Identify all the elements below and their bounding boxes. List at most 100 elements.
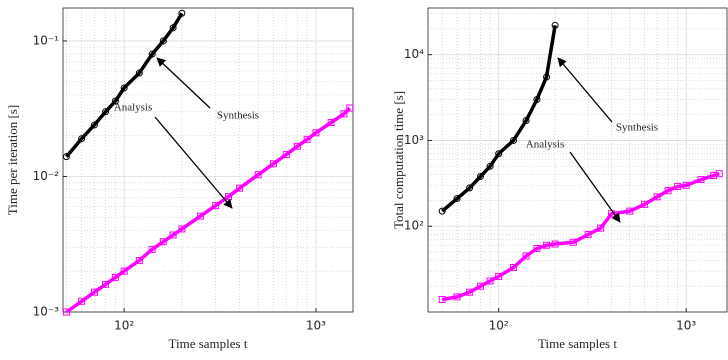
marker <box>653 193 661 201</box>
marker <box>102 108 110 116</box>
y-axis-label: Time per iteration [s] <box>5 105 20 215</box>
subplot: 10² 10³ 10⁻³ 10⁻² 10⁻¹ Time samples t Time per… <box>5 7 354 351</box>
marker <box>533 244 541 252</box>
marker <box>543 241 551 249</box>
marker <box>120 267 128 275</box>
y-tick-label: 10⁴ <box>404 47 424 61</box>
marker <box>303 135 311 143</box>
annotation-arrow <box>557 57 613 123</box>
marker <box>62 153 70 161</box>
marker <box>466 184 474 192</box>
marker <box>551 21 559 29</box>
marker <box>674 183 682 191</box>
marker <box>340 110 348 118</box>
y-tick-label: 10⁻² <box>33 169 60 183</box>
marker <box>495 150 503 158</box>
annotation-arrow <box>154 116 233 209</box>
plot-area <box>63 8 353 312</box>
annotation-arrow <box>569 151 621 223</box>
axes-frame <box>62 7 354 313</box>
marker <box>551 240 559 248</box>
series-line <box>441 172 720 302</box>
subplot: 10² 10³ 10² 10³ 10⁴ Time samples t Total compu… <box>391 7 728 351</box>
marker <box>236 184 244 192</box>
annotation-arrow <box>156 57 211 109</box>
x-axis-label: Time samples t <box>538 336 617 351</box>
marker <box>453 195 461 203</box>
series-line <box>65 12 184 158</box>
marker <box>293 142 301 150</box>
marker <box>327 119 335 127</box>
marker <box>78 135 86 143</box>
marker <box>533 96 541 104</box>
marker <box>178 9 186 17</box>
marker <box>120 84 128 92</box>
x-axis-label: Time samples t <box>169 336 248 351</box>
marker <box>178 225 186 233</box>
y-tick-label: 10³ <box>404 133 424 147</box>
marker <box>438 295 446 303</box>
marker <box>148 50 156 58</box>
series-line <box>441 25 557 213</box>
marker <box>697 176 705 184</box>
marker <box>169 24 177 32</box>
marker <box>269 160 277 168</box>
marker <box>543 73 551 81</box>
marker <box>102 280 110 288</box>
marker <box>476 172 484 180</box>
marker <box>111 97 119 105</box>
marker <box>159 37 167 45</box>
annotation: Synthesis <box>217 110 259 122</box>
marker <box>159 238 167 246</box>
marker <box>62 308 70 316</box>
marker <box>522 117 530 125</box>
marker <box>510 136 518 144</box>
marker <box>597 224 605 232</box>
marker <box>664 187 672 195</box>
annotation: Analysis <box>526 139 565 151</box>
marker <box>522 252 530 260</box>
marker <box>569 238 577 246</box>
axes-frame <box>427 7 728 313</box>
marker <box>495 272 503 280</box>
marker <box>682 181 690 189</box>
x-tick-label: 10³ <box>306 319 326 333</box>
marker <box>312 129 320 137</box>
marker <box>626 207 634 215</box>
marker <box>715 170 723 178</box>
marker <box>111 273 119 281</box>
marker <box>135 69 143 77</box>
y-axis-label: Total computation time [s] <box>391 91 406 229</box>
marker <box>476 282 484 290</box>
y-tick-label: 10⁻¹ <box>33 33 60 47</box>
marker <box>196 212 204 220</box>
x-tick-label: 10² <box>489 319 509 333</box>
marker <box>169 231 177 239</box>
marker <box>282 151 290 159</box>
marker <box>584 231 592 239</box>
marker <box>510 264 518 272</box>
marker <box>90 288 98 296</box>
x-tick-label: 10³ <box>676 319 696 333</box>
x-tick-label: 10² <box>114 319 134 333</box>
marker <box>78 297 86 305</box>
annotation: Synthesis <box>616 122 658 134</box>
annotation: Analysis <box>114 102 153 114</box>
marker <box>148 245 156 253</box>
plot-area <box>428 8 727 312</box>
marker <box>90 121 98 129</box>
marker <box>254 171 262 179</box>
marker <box>453 293 461 301</box>
marker <box>486 277 494 285</box>
marker <box>466 288 474 296</box>
marker <box>438 207 446 215</box>
marker <box>346 104 354 112</box>
series-line <box>65 106 351 314</box>
marker <box>212 202 220 210</box>
marker <box>641 200 649 208</box>
y-tick-label: 10² <box>404 219 424 233</box>
y-tick-label: 10⁻³ <box>33 305 60 319</box>
marker <box>486 162 494 170</box>
marker <box>135 256 143 264</box>
